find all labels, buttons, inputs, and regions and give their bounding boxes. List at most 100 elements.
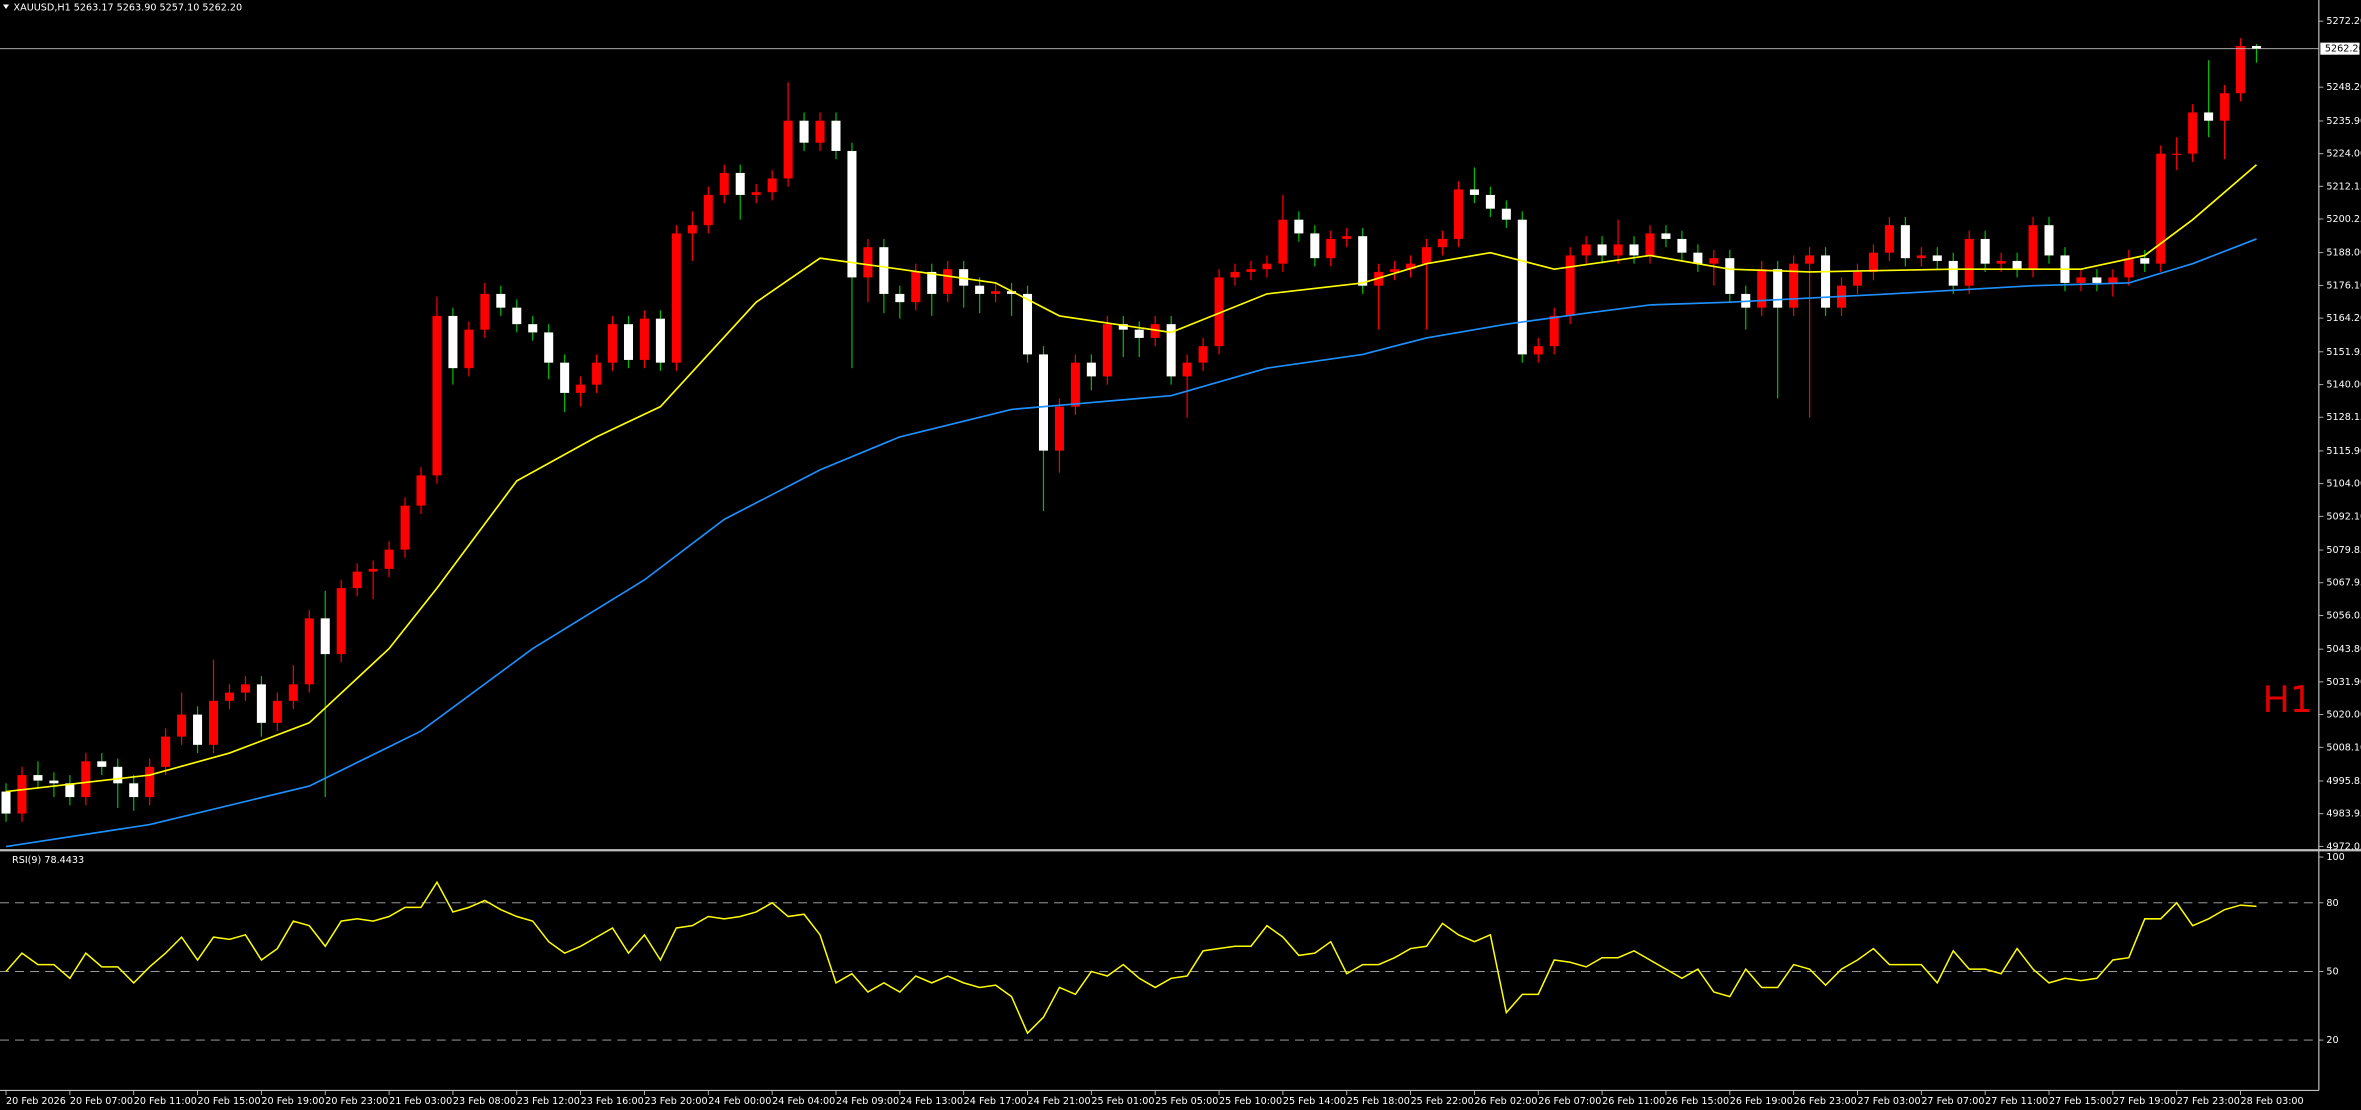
candle-body xyxy=(1262,263,1272,270)
candle-body xyxy=(655,318,665,363)
candle-body xyxy=(336,588,346,655)
y-tick-label: 4972.05 xyxy=(2326,841,2361,852)
candle-body xyxy=(320,618,330,655)
x-tick-label: 24 Feb 17:00 xyxy=(964,1096,1027,1107)
x-tick-label: 24 Feb 13:00 xyxy=(900,1096,963,1107)
candle-body xyxy=(65,783,75,798)
candle-body xyxy=(1868,252,1878,272)
candle-body xyxy=(1406,263,1416,270)
candle-body xyxy=(639,318,649,360)
candle-body xyxy=(1725,258,1735,294)
candle-body xyxy=(1980,238,1990,264)
candle-body xyxy=(1900,225,1910,259)
candle-body xyxy=(943,269,953,294)
candle-body xyxy=(161,736,171,767)
candle-body xyxy=(1038,354,1048,451)
x-tick-label: 26 Feb 11:00 xyxy=(1602,1096,1665,1107)
candle-body xyxy=(1070,362,1080,407)
candle-body xyxy=(352,571,362,589)
candle-body xyxy=(1007,291,1017,294)
x-tick-label: 24 Feb 04:00 xyxy=(772,1096,835,1107)
candle-body xyxy=(991,291,1001,294)
x-tick-label: 27 Feb 15:00 xyxy=(2049,1096,2112,1107)
candle-body xyxy=(2108,277,2118,283)
y-tick-label: 5020.00 xyxy=(2326,710,2361,721)
y-tick-label: 5176.10 xyxy=(2326,280,2361,291)
x-tick-label: 27 Feb 11:00 xyxy=(1985,1096,2048,1107)
candle-body xyxy=(17,775,27,814)
candle-body xyxy=(49,780,59,784)
x-tick-label: 20 Feb 11:00 xyxy=(134,1096,197,1107)
candle-body xyxy=(208,700,219,745)
candle-body xyxy=(767,178,777,193)
x-tick-label: 23 Feb 08:00 xyxy=(453,1096,516,1107)
candle-body xyxy=(1214,277,1224,347)
x-tick-label: 26 Feb 15:00 xyxy=(1666,1096,1729,1107)
candle-body xyxy=(2236,45,2246,94)
y-tick-label: 5092.10 xyxy=(2326,511,2361,522)
candle-body xyxy=(1884,225,1894,253)
x-tick-label: 20 Feb 2026 xyxy=(6,1096,66,1107)
x-tick-label: 25 Feb 01:00 xyxy=(1091,1096,1154,1107)
x-tick-label: 27 Feb 19:00 xyxy=(2113,1096,2176,1107)
candle-body xyxy=(1629,244,1639,256)
candle-body xyxy=(1964,238,1974,286)
y-tick-label: 5235.90 xyxy=(2326,116,2361,127)
x-tick-label: 27 Feb 07:00 xyxy=(1921,1096,1984,1107)
candle-body xyxy=(304,618,314,685)
y-tick-label: 20 xyxy=(2326,1035,2338,1046)
x-tick-label: 24 Feb 00:00 xyxy=(708,1096,771,1107)
candle-body xyxy=(1118,324,1128,330)
x-tick-label: 27 Feb 03:00 xyxy=(1857,1096,1920,1107)
x-tick-label: 25 Feb 14:00 xyxy=(1283,1096,1346,1107)
moving-average xyxy=(5,238,2257,848)
x-tick-label: 25 Feb 05:00 xyxy=(1155,1096,1218,1107)
x-tick-label: 26 Feb 23:00 xyxy=(1794,1096,1857,1107)
x-tick-label: 26 Feb 19:00 xyxy=(1730,1096,1793,1107)
y-tick-label: 4995.85 xyxy=(2326,776,2361,787)
candle-body xyxy=(783,120,793,179)
candle-body xyxy=(623,324,634,360)
candle-body xyxy=(1693,252,1703,264)
candle-body xyxy=(1517,219,1527,355)
x-tick-label: 20 Feb 07:00 xyxy=(70,1096,133,1107)
candle-body xyxy=(1613,244,1623,256)
candle-body xyxy=(464,329,474,369)
candle-body xyxy=(703,194,713,226)
candle-body xyxy=(1773,269,1783,308)
y-tick-label: 5128.15 xyxy=(2326,412,2361,423)
x-tick-label: 24 Feb 09:00 xyxy=(836,1096,899,1107)
candle-body xyxy=(2251,45,2262,49)
candle-body xyxy=(1134,329,1144,338)
candle-body xyxy=(735,172,745,195)
x-tick-label: 23 Feb 16:00 xyxy=(581,1096,644,1107)
candle-body xyxy=(1932,255,1942,261)
x-tick-label: 24 Feb 21:00 xyxy=(1028,1096,1091,1107)
y-tick-label: 5043.80 xyxy=(2326,644,2361,655)
x-tick-label: 27 Feb 23:00 xyxy=(2177,1096,2240,1107)
candle-body xyxy=(560,362,570,393)
x-tick-label: 28 Feb 03:00 xyxy=(2241,1096,2304,1107)
candle-body xyxy=(384,549,394,569)
candle-body xyxy=(496,293,506,308)
candle-body xyxy=(1054,406,1064,451)
x-tick-label: 23 Feb 12:00 xyxy=(517,1096,580,1107)
candle-body xyxy=(592,362,602,385)
candle-body xyxy=(831,120,841,151)
candle-body xyxy=(2124,258,2134,278)
y-tick-label: 5115.90 xyxy=(2326,446,2361,457)
candle-body xyxy=(1182,362,1192,377)
x-tick-label: 23 Feb 20:00 xyxy=(644,1096,707,1107)
x-tick-label: 25 Feb 22:00 xyxy=(1411,1096,1474,1107)
candle-body xyxy=(448,315,458,369)
candle-body xyxy=(975,285,985,294)
candle-body xyxy=(544,332,554,363)
candle-body xyxy=(1533,346,1543,355)
candle-body xyxy=(177,714,187,737)
x-tick-label: 26 Feb 07:00 xyxy=(1538,1096,1601,1107)
y-tick-label: 5008.10 xyxy=(2326,742,2361,753)
candle-body xyxy=(1757,269,1767,308)
candle-body xyxy=(1453,189,1463,239)
candle-body xyxy=(2220,93,2230,121)
candle-body xyxy=(2188,112,2198,154)
